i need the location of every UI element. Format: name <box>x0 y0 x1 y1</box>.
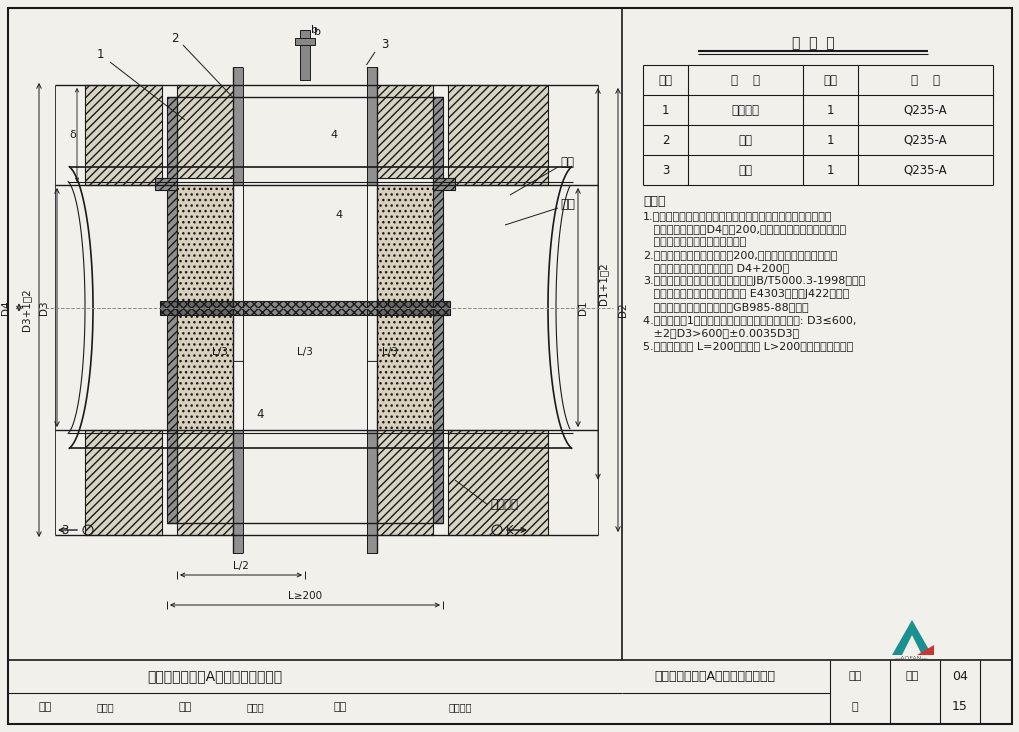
Polygon shape <box>433 178 454 190</box>
Polygon shape <box>447 430 547 535</box>
Text: L/3: L/3 <box>297 348 313 357</box>
Polygon shape <box>177 315 232 430</box>
Text: 图集: 图集 <box>848 671 861 681</box>
Polygon shape <box>85 430 162 535</box>
Text: Q235-A: Q235-A <box>903 163 947 176</box>
Polygon shape <box>160 301 232 315</box>
Polygon shape <box>294 38 315 45</box>
Text: D1+1～2: D1+1～2 <box>597 262 607 305</box>
Text: 1: 1 <box>826 163 834 176</box>
Text: 厚。加厚部分的直径至少为 D4+200。: 厚。加厚部分的直径至少为 D4+200。 <box>642 263 789 273</box>
Polygon shape <box>155 178 177 190</box>
Text: D3+1～2: D3+1～2 <box>21 288 31 332</box>
Text: D1: D1 <box>578 300 587 315</box>
Text: 4.当套管（件1）采用卷制成型时，周长允许偏差为: D3≤600,: 4.当套管（件1）采用卷制成型时，周长允许偏差为: D3≤600, <box>642 315 856 325</box>
Text: 审核: 审核 <box>39 702 52 712</box>
Text: 2.穿管处混凝土墙厚应不小于200,否则应使墙壁一边或两边加: 2.穿管处混凝土墙厚应不小于200,否则应使墙壁一边或两边加 <box>642 250 837 260</box>
Text: 说明：: 说明： <box>642 195 664 208</box>
Text: L/3: L/3 <box>212 348 227 357</box>
Text: 3.焊接结构尺寸公差与形位公差按照JB/T5000.3-1998执行。: 3.焊接结构尺寸公差与形位公差按照JB/T5000.3-1998执行。 <box>642 276 864 286</box>
Bar <box>243 65 367 555</box>
Text: Q235-A: Q235-A <box>903 103 947 116</box>
Text: 材    料: 材 料 <box>910 73 940 86</box>
Polygon shape <box>892 620 931 655</box>
Text: D2: D2 <box>618 303 628 317</box>
Text: 1: 1 <box>661 103 668 116</box>
Polygon shape <box>433 97 442 523</box>
Text: 3: 3 <box>661 163 668 176</box>
Polygon shape <box>367 67 377 185</box>
Polygon shape <box>377 315 433 430</box>
Text: 钢制套管: 钢制套管 <box>731 103 759 116</box>
Text: L≥200: L≥200 <box>287 591 322 601</box>
Text: 刚性防水套管（A型）安装图（一）: 刚性防水套管（A型）安装图（一） <box>148 669 282 683</box>
Text: 挡圈: 挡圈 <box>738 163 752 176</box>
Text: 钢管: 钢管 <box>559 198 575 212</box>
Text: 15: 15 <box>951 701 967 714</box>
Text: 校对: 校对 <box>178 702 192 712</box>
Text: 3: 3 <box>381 39 388 51</box>
Polygon shape <box>85 85 162 185</box>
Text: 名    称: 名 称 <box>731 73 759 86</box>
Text: 1: 1 <box>96 48 104 61</box>
Text: 围应比翼环直径（D4）大200,而且必须将套管一次浇固于墙: 围应比翼环直径（D4）大200,而且必须将套管一次浇固于墙 <box>642 224 846 234</box>
Text: 04: 04 <box>951 670 967 682</box>
Text: 焊接采用手工电弧焊，焊条型号 E4303，牌号J422。焊缝: 焊接采用手工电弧焊，焊条型号 E4303，牌号J422。焊缝 <box>642 289 849 299</box>
Text: 2: 2 <box>661 133 668 146</box>
Text: 刚性防水套管（A型）安装图（一）: 刚性防水套管（A型）安装图（一） <box>654 670 774 682</box>
Text: 3: 3 <box>61 523 68 537</box>
Text: 奥凡: 奥凡 <box>905 671 918 681</box>
Polygon shape <box>377 301 449 315</box>
Polygon shape <box>167 97 177 523</box>
Polygon shape <box>367 430 377 553</box>
Text: 4: 4 <box>334 210 341 220</box>
Text: Q235-A: Q235-A <box>903 133 947 146</box>
Text: 顾乙明章: 顾乙明章 <box>447 702 471 712</box>
Text: D3: D3 <box>39 300 49 315</box>
Text: D4: D4 <box>1 300 11 315</box>
Text: 材  料  表: 材 料 表 <box>791 36 834 50</box>
Polygon shape <box>177 430 232 535</box>
Text: 花运茂: 花运茂 <box>96 702 114 712</box>
Text: 1.套管穿墙处如遇非混凝土墙壁时，应改用混凝土墙壁，其浇注: 1.套管穿墙处如遇非混凝土墙壁时，应改用混凝土墙壁，其浇注 <box>642 211 832 221</box>
Text: δ: δ <box>69 130 76 140</box>
Text: 页: 页 <box>851 702 857 712</box>
Text: b: b <box>311 25 318 35</box>
Text: 陈合明: 陈合明 <box>246 702 264 712</box>
Text: 翼环: 翼环 <box>738 133 752 146</box>
Polygon shape <box>377 430 433 535</box>
Text: 油麻: 油麻 <box>559 157 574 170</box>
Text: 4: 4 <box>256 408 264 422</box>
Text: 4: 4 <box>330 130 337 140</box>
Polygon shape <box>232 67 243 185</box>
Bar <box>300 30 310 80</box>
Text: 2: 2 <box>171 31 178 45</box>
Text: 内。套管内的填料应紧密捣实。: 内。套管内的填料应紧密捣实。 <box>642 237 746 247</box>
Text: L/3: L/3 <box>382 348 397 357</box>
Polygon shape <box>232 301 377 315</box>
Text: K: K <box>505 523 514 537</box>
Text: 坡口的基本形式与尺寸按照GB985-88执行。: 坡口的基本形式与尺寸按照GB985-88执行。 <box>642 302 808 312</box>
Polygon shape <box>177 85 433 178</box>
Text: 1: 1 <box>826 103 834 116</box>
Polygon shape <box>177 185 232 301</box>
Text: 数量: 数量 <box>822 73 837 86</box>
Text: L/2: L/2 <box>232 561 249 571</box>
Text: ±2，D3>600，±0.0035D3。: ±2，D3>600，±0.0035D3。 <box>642 328 798 338</box>
Text: 序号: 序号 <box>658 73 672 86</box>
Text: 1: 1 <box>826 133 834 146</box>
Text: 5.套管的重量以 L=200计算，当 L>200时，应另行计算。: 5.套管的重量以 L=200计算，当 L>200时，应另行计算。 <box>642 341 853 351</box>
Polygon shape <box>447 85 547 185</box>
Text: 石棉水泥: 石棉水泥 <box>489 498 518 512</box>
Polygon shape <box>377 185 433 301</box>
Text: b: b <box>314 27 321 37</box>
Polygon shape <box>232 430 243 553</box>
Polygon shape <box>916 645 933 655</box>
Text: —AOFAN—: —AOFAN— <box>895 655 928 660</box>
Text: 设计: 设计 <box>333 702 346 712</box>
